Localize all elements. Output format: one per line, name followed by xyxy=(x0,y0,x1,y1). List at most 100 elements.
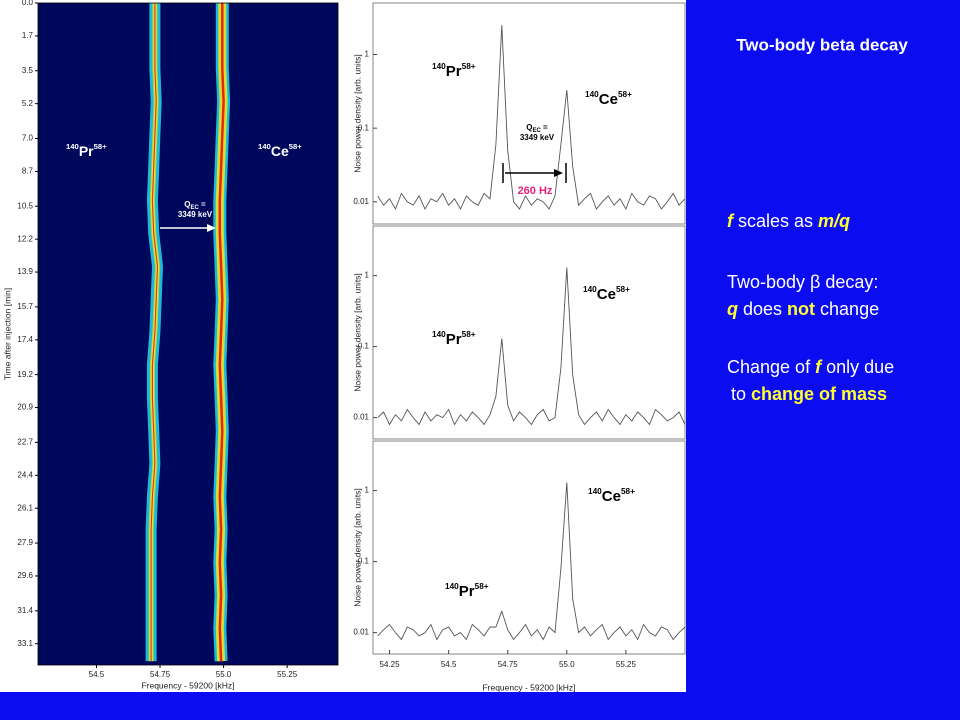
ion-element: Ce xyxy=(597,286,616,303)
q-symbol: Q xyxy=(184,200,190,209)
ion-mass: 140 xyxy=(583,285,597,294)
y-tick-label: 20.9 xyxy=(17,403,33,412)
y-tick-label: 0.01 xyxy=(353,413,369,422)
ion-label: 140Pr58+ xyxy=(445,582,489,600)
y-tick-label: 7.0 xyxy=(22,134,34,143)
ion-label: 140Pr58+ xyxy=(432,62,476,80)
plot-frame xyxy=(372,225,686,440)
ion-element: Pr xyxy=(79,143,94,159)
slide-text-line: q does not change xyxy=(727,299,879,319)
y-tick-label: 17.4 xyxy=(17,335,33,344)
q-value: 3349 keV xyxy=(178,210,213,219)
text-segment: to xyxy=(731,384,751,404)
slide-text-line: Change of f only due xyxy=(727,357,894,377)
trace-line xyxy=(218,3,225,662)
spectrum-line xyxy=(377,25,686,211)
ion-element: Ce xyxy=(271,143,289,159)
ion-charge: 58+ xyxy=(462,62,476,71)
ion-mass: 140 xyxy=(588,487,602,496)
slide-title: Two-body beta decay xyxy=(736,35,908,54)
y-tick-label: 1 xyxy=(365,271,370,280)
ion-mass: 140 xyxy=(585,90,599,99)
y-tick-label: 24.4 xyxy=(17,470,33,479)
ion-mass: 140 xyxy=(432,330,446,339)
text-segment: does xyxy=(738,299,787,319)
y-tick-label: 31.4 xyxy=(17,606,33,615)
ion-charge: 58+ xyxy=(94,142,108,151)
y-tick-label: 22.7 xyxy=(17,438,33,447)
y-tick-label: 0.1 xyxy=(358,123,370,132)
heatmap-background xyxy=(38,3,338,665)
q-suffix: = xyxy=(199,200,206,209)
y-tick-label: 1.7 xyxy=(22,31,34,40)
ion-label: 140Ce58+ xyxy=(583,285,630,303)
y-tick-label: 1 xyxy=(365,50,370,59)
ion-label: 140Ce58+ xyxy=(585,90,632,108)
ion-label: 140Pr58+ xyxy=(66,142,107,159)
text-segment: only due xyxy=(821,357,894,377)
y-tick-label: 15.7 xyxy=(17,302,33,311)
y-tick-label: 5.2 xyxy=(22,99,34,108)
spectrum-line xyxy=(377,482,686,641)
ion-label: 140Pr58+ xyxy=(432,330,476,348)
y-tick-label: 10.5 xyxy=(17,201,33,210)
text-segment: m/q xyxy=(818,211,850,231)
x-tick-label: 55.25 xyxy=(616,660,637,669)
text-segment: scales as xyxy=(733,211,818,231)
ion-mass: 140 xyxy=(258,142,271,151)
ion-charge: 58+ xyxy=(289,142,303,151)
ion-element: Ce xyxy=(599,91,618,108)
q-suffix: = xyxy=(541,123,548,132)
ion-element: Ce xyxy=(602,488,621,505)
ion-element: Pr xyxy=(446,63,462,80)
spectrum-line xyxy=(377,267,686,426)
text-segment: f xyxy=(727,211,735,231)
x-tick-label: 54.25 xyxy=(380,660,401,669)
q-value: 3349 keV xyxy=(520,133,555,142)
ion-charge: 58+ xyxy=(621,487,635,496)
y-tick-label: 0.1 xyxy=(358,342,370,351)
ion-charge: 58+ xyxy=(475,582,489,591)
ion-charge: 58+ xyxy=(616,285,630,294)
ion-label: 140Ce58+ xyxy=(258,142,302,159)
x-axis-label: Frequency - 59200 [kHz] xyxy=(482,682,575,692)
y-tick-label: 19.2 xyxy=(17,370,33,379)
x-tick-label: 54.75 xyxy=(150,670,171,679)
x-tick-label: 55.0 xyxy=(559,660,575,669)
text-segment: change of mass xyxy=(751,384,887,404)
y-tick-label: 0.01 xyxy=(353,628,369,637)
y-tick-label: 3.5 xyxy=(22,66,34,75)
text-segment: not xyxy=(787,299,815,319)
text-segment: q xyxy=(727,299,738,319)
ion-mass: 140 xyxy=(66,142,79,151)
ion-charge: 58+ xyxy=(618,90,632,99)
x-tick-label: 55.25 xyxy=(277,670,298,679)
shift-label: 260 Hz xyxy=(518,185,553,197)
q-label: QEC = xyxy=(184,200,206,210)
ion-mass: 140 xyxy=(445,582,459,591)
ion-element: Pr xyxy=(446,331,462,348)
y-tick-label: 1 xyxy=(365,486,370,495)
arrow-head xyxy=(207,224,216,232)
y-tick-label: 33.1 xyxy=(17,639,33,648)
text-segment: f xyxy=(815,357,823,377)
y-axis-label: Noise power density [arb. units] xyxy=(352,273,362,392)
y-axis-label: Noise power density [arb. units] xyxy=(352,54,362,173)
q-subscript: EC xyxy=(190,205,199,211)
y-tick-label: 8.7 xyxy=(22,167,34,176)
ion-mass: 140 xyxy=(432,62,446,71)
ion-element: Pr xyxy=(459,583,475,600)
arrow-head xyxy=(554,169,563,177)
y-tick-label: 26.1 xyxy=(17,503,33,512)
q-label: QEC = xyxy=(526,123,548,133)
y-tick-label: 29.6 xyxy=(17,571,33,580)
x-tick-label: 55.0 xyxy=(216,670,232,679)
slide-text-line: Two-body β decay: xyxy=(727,272,878,292)
y-tick-label: 0.0 xyxy=(22,0,34,7)
y-tick-label: 13.9 xyxy=(17,267,33,276)
q-symbol: Q xyxy=(526,123,532,132)
trace-line xyxy=(150,3,159,662)
x-axis-label: Frequency - 59200 [kHz] xyxy=(141,680,234,690)
slide-text-line: f scales as m/q xyxy=(727,211,850,231)
